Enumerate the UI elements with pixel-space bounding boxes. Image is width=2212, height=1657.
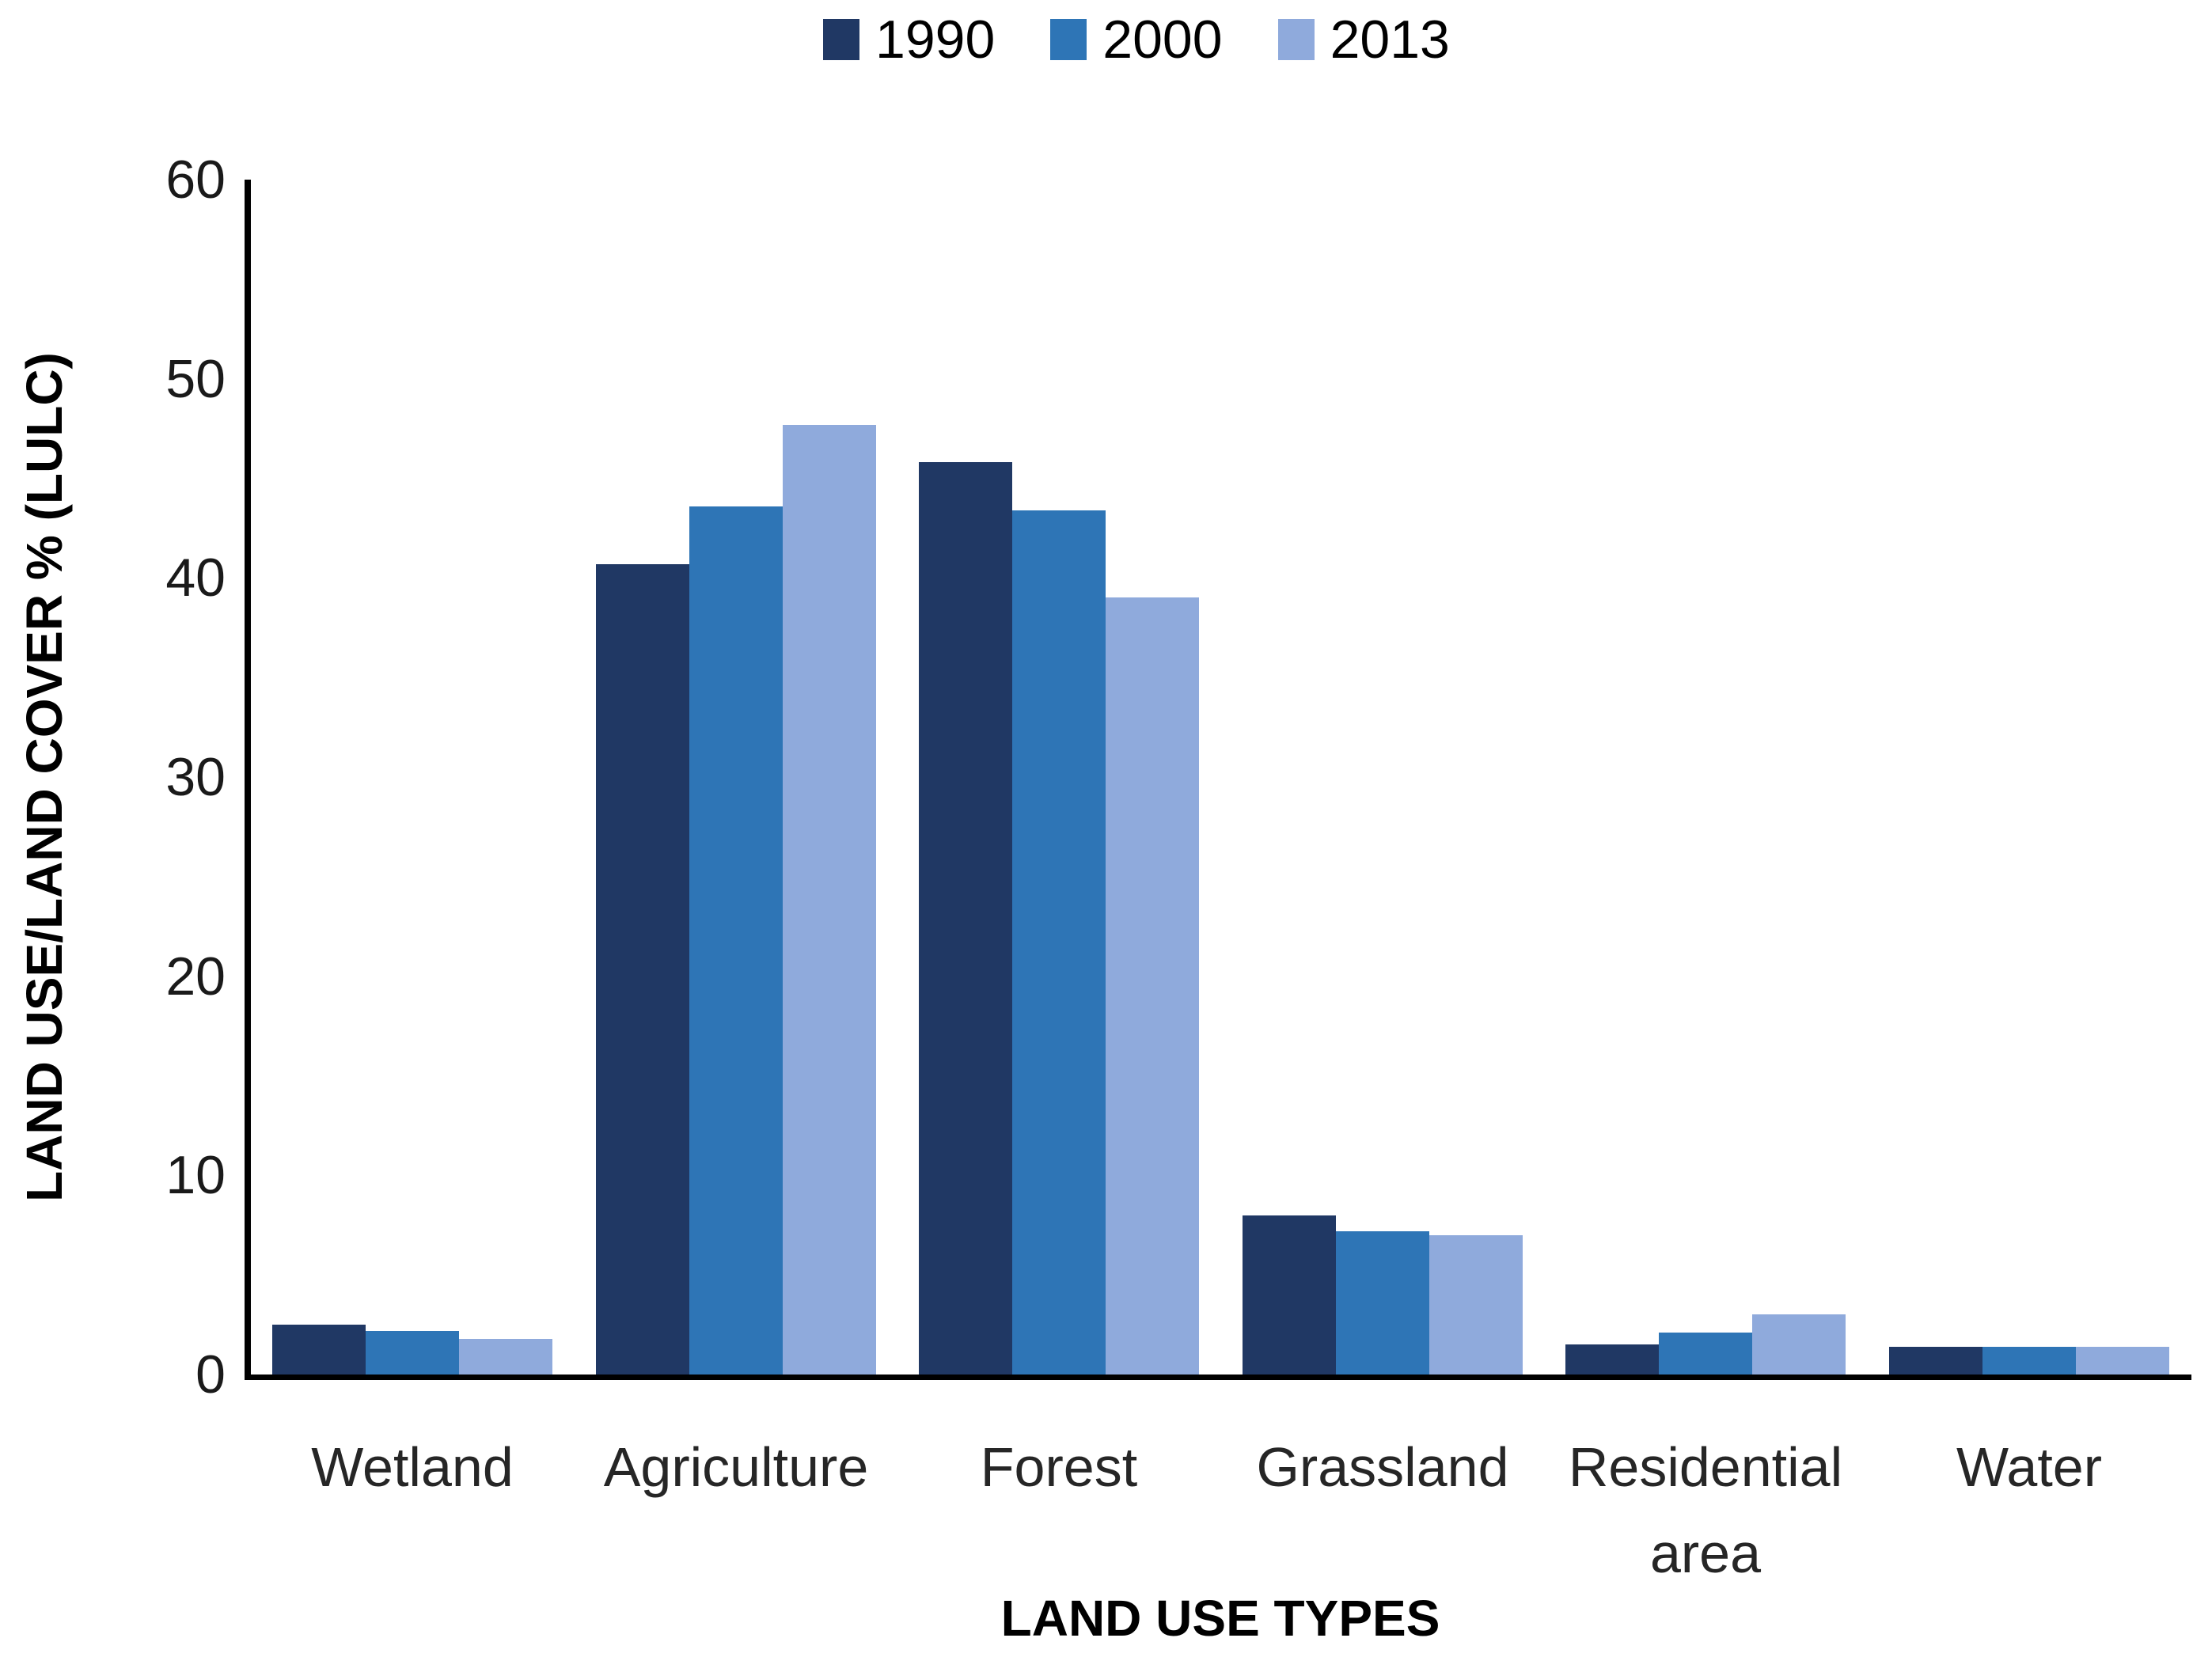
legend-label-1990: 1990 [875, 9, 996, 70]
bar-water-2000 [1982, 1347, 2076, 1375]
bar-agriculture-1990 [596, 564, 689, 1375]
bar-wetland-1990 [272, 1325, 366, 1375]
bar-residential-area-1990 [1565, 1344, 1659, 1375]
bar-water-1990 [1889, 1347, 1982, 1375]
bar-agriculture-2000 [689, 506, 783, 1375]
category-label-forest: Forest [980, 1436, 1138, 1498]
bar-grassland-2000 [1336, 1231, 1429, 1375]
bar-water-2013 [2076, 1347, 2169, 1375]
legend-item-1990: 1990 [823, 13, 995, 66]
y-tick-label-30: 30 [165, 747, 226, 807]
legend-label-2013: 2013 [1330, 9, 1450, 70]
category-label-agriculture: Agriculture [603, 1436, 869, 1498]
category-label-grassland: Grassland [1256, 1436, 1509, 1498]
y-tick-label-20: 20 [165, 946, 226, 1007]
y-axis-title: LAND USE/LAND COVER % (LULC) [16, 352, 73, 1202]
bar-forest-2000 [1012, 510, 1106, 1375]
y-tick-label-0: 0 [195, 1344, 226, 1405]
x-axis-title: LAND USE TYPES [1000, 1590, 1440, 1647]
bar-agriculture-2013 [783, 425, 876, 1375]
bar-wetland-2013 [459, 1339, 552, 1375]
legend-swatch-2000-icon [1050, 19, 1087, 60]
category-label-water: Water [1956, 1436, 2103, 1498]
bar-forest-2013 [1106, 597, 1199, 1375]
y-tick-label-40: 40 [165, 548, 226, 609]
y-tick-label-10: 10 [165, 1145, 226, 1206]
bar-wetland-2000 [366, 1331, 459, 1375]
legend-item-2013: 2013 [1277, 9, 1450, 70]
y-tick-label-50: 50 [165, 348, 226, 409]
bar-residential-area-2000 [1659, 1333, 1752, 1375]
legend-label-2000: 2000 [1102, 9, 1223, 70]
category-label-residential-area: Residential area [1568, 1436, 1843, 1584]
bar-grassland-2013 [1429, 1235, 1523, 1375]
x-axis-line [245, 1375, 2191, 1380]
chart-legend: 1990 2000 2013 [823, 13, 1450, 66]
bar-grassland-1990 [1243, 1215, 1336, 1375]
legend-item-2000: 2000 [1050, 9, 1223, 70]
y-tick-label-60: 60 [165, 150, 226, 210]
category-label-wetland: Wetland [311, 1436, 514, 1498]
bar-forest-1990 [919, 462, 1012, 1375]
legend-swatch-2013-icon [1277, 19, 1315, 60]
y-axis-line [245, 180, 251, 1380]
legend-swatch-1990-icon [823, 19, 859, 60]
bar-residential-area-2013 [1752, 1314, 1846, 1375]
